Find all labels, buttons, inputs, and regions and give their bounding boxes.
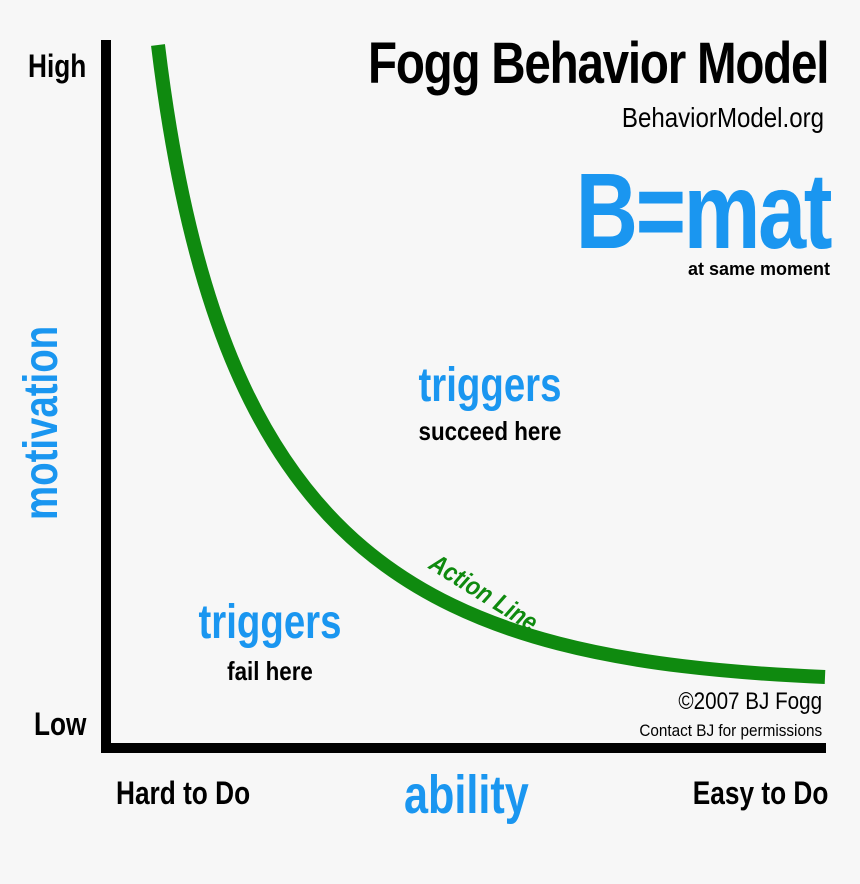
diagram-title: Fogg Behavior Model [367, 31, 829, 96]
formula: B=mat [575, 150, 833, 271]
formula-note: at same moment [687, 259, 830, 279]
contact-text: Contact BJ for permissions [639, 721, 822, 740]
action-line-curve [151, 44, 826, 684]
y-axis-high-label: High [28, 48, 87, 84]
website-label: BehaviorModel.org [621, 102, 824, 133]
x-axis-title: ability [404, 765, 529, 825]
x-axis-left-label: Hard to Do [116, 775, 251, 811]
y-axis-low-label: Low [34, 706, 87, 742]
region-above-sub: succeed here [418, 416, 562, 446]
copyright-text: ©2007 BJ Fogg [678, 688, 822, 715]
region-below-label: triggers [198, 596, 342, 649]
region-below-sub: fail here [227, 656, 313, 686]
region-above-label: triggers [418, 359, 562, 412]
y-axis-title: motivation [15, 325, 68, 520]
x-axis-right-label: Easy to Do [692, 775, 828, 811]
